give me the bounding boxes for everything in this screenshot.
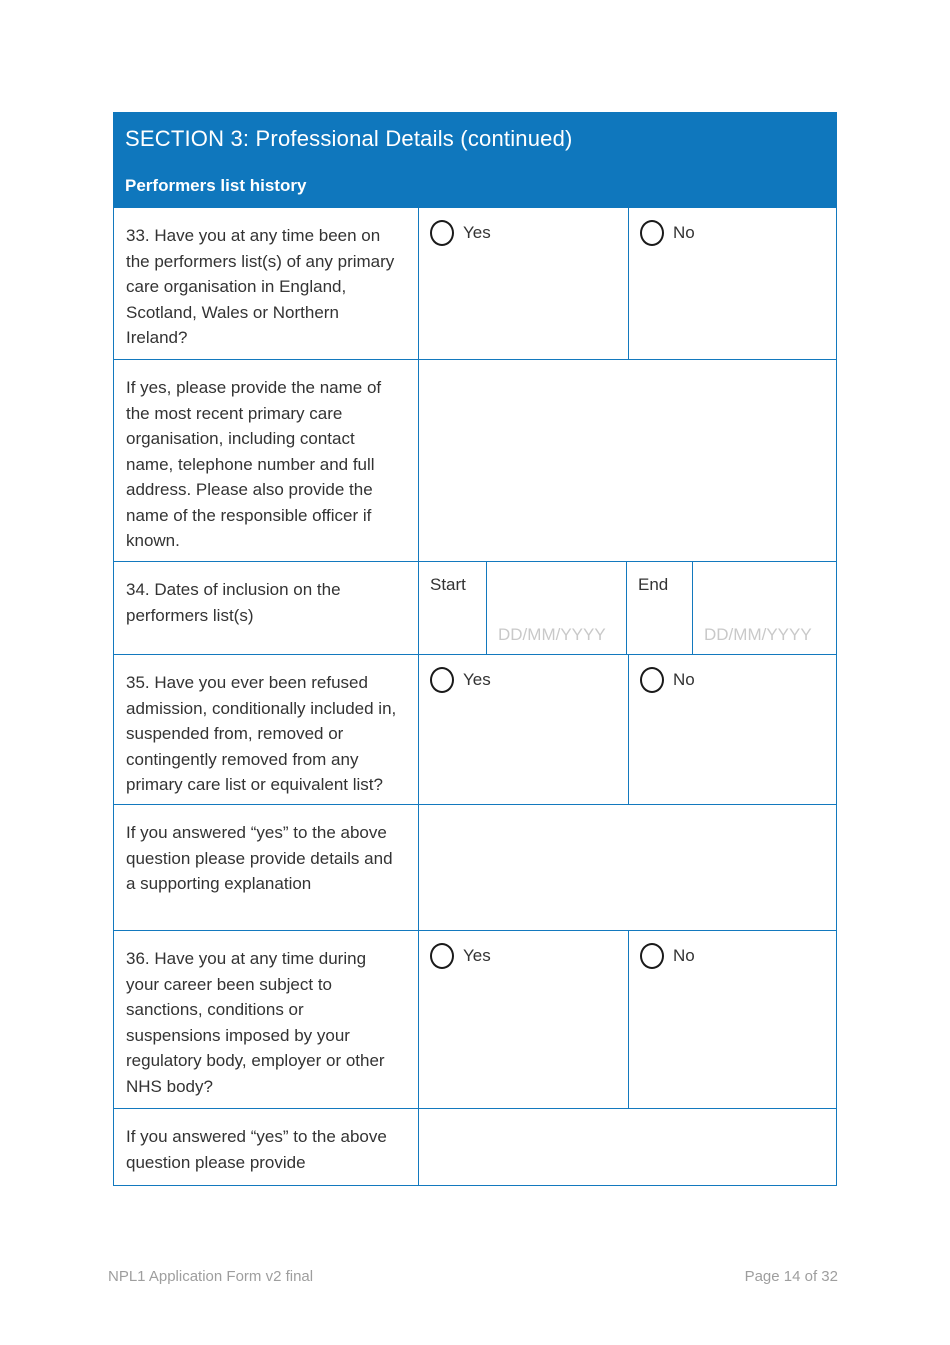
q34-start-date-input[interactable]: DD/MM/YYYY [487,562,627,654]
row-q33: 33. Have you at any time been on the per… [114,208,836,360]
section-header: SECTION 3: Professional Details (continu… [113,112,837,208]
q35-yes-label: Yes [463,670,491,689]
end-label: End [638,575,669,594]
q36-question-text: 36. Have you at any time during your car… [126,949,385,1096]
row-q33-followup: If yes, please provide the name of the m… [114,360,836,562]
section-3-block: SECTION 3: Professional Details (continu… [113,112,837,1186]
q35-followup-text: If you answered “yes” to the above quest… [126,823,393,893]
q33-no-cell: No [629,208,836,359]
q35-no-label: No [673,670,695,689]
q36-no-radio[interactable] [640,943,664,969]
q36-followup-question-cell: If you answered “yes” to the above quest… [114,1109,419,1185]
q36-yes-radio[interactable] [430,943,454,969]
q36-yes-label: Yes [463,946,491,965]
q33-yes-cell: Yes [419,208,629,359]
q35-followup-answer-area[interactable] [419,805,836,930]
q33-question-cell: 33. Have you at any time been on the per… [114,208,419,359]
q33-yes-option[interactable]: Yes [430,220,628,246]
row-q35: 35. Have you ever been refused admission… [114,655,836,805]
q36-no-cell: No [629,931,836,1108]
q34-end-label-cell: End [627,562,693,654]
performers-list-history-table: 33. Have you at any time been on the per… [113,208,837,1186]
q36-followup-text: If you answered “yes” to the above quest… [126,1127,387,1172]
q33-no-label: No [673,223,695,242]
q35-no-cell: No [629,655,836,804]
q36-yes-option[interactable]: Yes [430,943,628,969]
q34-question-text: 34. Dates of inclusion on the performers… [126,580,341,625]
footer-document-title: NPL1 Application Form v2 final [108,1268,314,1285]
q36-no-label: No [673,946,695,965]
q35-yes-option[interactable]: Yes [430,667,628,693]
q35-yes-radio[interactable] [430,667,454,693]
start-label: Start [430,575,466,594]
row-q36: 36. Have you at any time during your car… [114,931,836,1109]
q33-no-radio[interactable] [640,220,664,246]
q36-no-option[interactable]: No [640,943,836,969]
row-q35-followup: If you answered “yes” to the above quest… [114,805,836,931]
q36-yes-cell: Yes [419,931,629,1108]
q34-start-label-cell: Start [419,562,487,654]
row-q36-followup: If you answered “yes” to the above quest… [114,1109,836,1185]
q35-question-cell: 35. Have you ever been refused admission… [114,655,419,804]
q35-no-radio[interactable] [640,667,664,693]
q33-followup-text: If yes, please provide the name of the m… [126,378,382,550]
q33-yes-label: Yes [463,223,491,242]
q33-followup-question-cell: If yes, please provide the name of the m… [114,360,419,561]
q35-question-text: 35. Have you ever been refused admission… [126,673,397,794]
q33-question-text: 33. Have you at any time been on the per… [126,226,395,347]
q33-yes-radio[interactable] [430,220,454,246]
q35-followup-question-cell: If you answered “yes” to the above quest… [114,805,419,930]
end-date-placeholder: DD/MM/YYYY [704,625,812,644]
section-title: SECTION 3: Professional Details (continu… [125,126,573,151]
q36-question-cell: 36. Have you at any time during your car… [114,931,419,1108]
start-date-placeholder: DD/MM/YYYY [498,625,606,644]
row-q34: 34. Dates of inclusion on the performers… [114,562,836,655]
q34-end-date-input[interactable]: DD/MM/YYYY [693,562,836,654]
page-footer: NPL1 Application Form v2 final Page 14 o… [108,1268,838,1285]
footer-page-number: Page 14 of 32 [744,1268,838,1285]
q34-question-cell: 34. Dates of inclusion on the performers… [114,562,419,654]
q33-no-option[interactable]: No [640,220,836,246]
q35-yes-cell: Yes [419,655,629,804]
q33-followup-answer-area[interactable] [419,360,836,561]
section-subtitle: Performers list history [125,176,307,195]
q36-followup-answer-area[interactable] [419,1109,836,1185]
q35-no-option[interactable]: No [640,667,836,693]
